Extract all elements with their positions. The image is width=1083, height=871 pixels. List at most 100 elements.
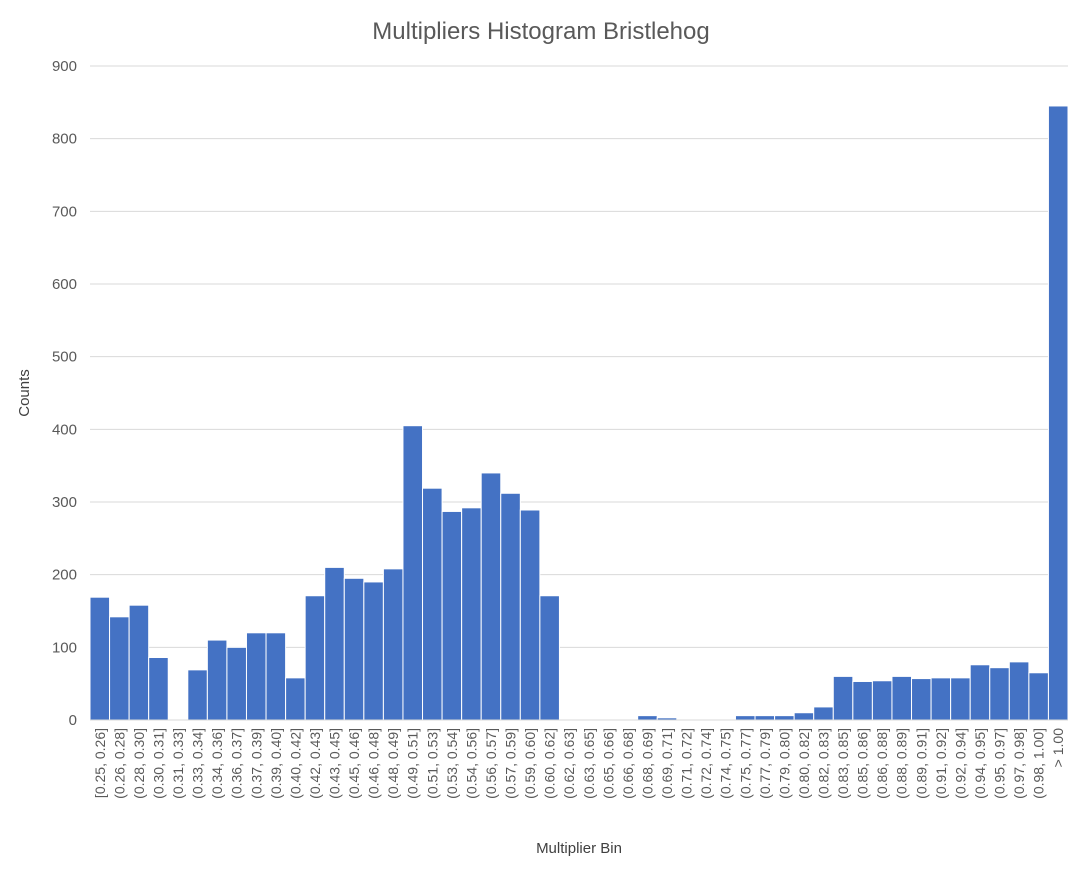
x-tick-label: (0.80, 0.82]	[796, 728, 812, 799]
bar	[461, 507, 482, 721]
x-tick-label: (0.26, 0.28]	[111, 728, 127, 799]
bar	[1028, 672, 1049, 721]
gridlines	[90, 65, 1068, 648]
bar	[852, 680, 873, 721]
bar	[480, 472, 502, 721]
bar	[950, 677, 971, 721]
chart-title: Multipliers Histogram Bristlehog	[372, 18, 709, 45]
bar	[793, 712, 815, 721]
bar	[245, 632, 267, 721]
y-axis-label: Counts	[16, 369, 33, 417]
x-tick-label: (0.45, 0.46]	[346, 728, 362, 799]
bar	[206, 639, 228, 721]
x-tick-label: (0.51, 0.53]	[424, 728, 440, 799]
x-tick-label: (0.49, 0.51]	[405, 728, 421, 799]
x-tick-label: (0.56, 0.57]	[483, 728, 499, 799]
x-tick-label: (0.69, 0.71]	[659, 728, 675, 799]
bar	[989, 667, 1010, 721]
bar	[402, 425, 424, 721]
bar	[109, 616, 130, 721]
x-tick-label: (0.94, 0.95]	[972, 728, 988, 799]
bar	[226, 646, 247, 721]
bar	[285, 677, 306, 721]
x-tick-label: (0.53, 0.54]	[444, 728, 460, 799]
bar	[1047, 105, 1069, 721]
y-tick-label: 600	[52, 276, 77, 293]
y-tick-label: 400	[52, 421, 77, 438]
x-tick-label: (0.72, 0.74]	[698, 728, 714, 799]
x-tick-label: (0.92, 0.94]	[952, 728, 968, 799]
bar	[734, 715, 756, 721]
y-axis-ticks: 0 100 200 300 400 500 600 700 800 900	[52, 58, 77, 729]
x-tick-label: (0.98, 1.00]	[1031, 728, 1047, 799]
bar	[324, 566, 345, 721]
x-tick-label: (0.54, 0.56]	[463, 728, 479, 799]
x-tick-label: (0.65, 0.66]	[600, 728, 616, 799]
x-tick-label: (0.63, 0.65]	[581, 728, 597, 799]
x-tick-label: (0.40, 0.42]	[287, 728, 303, 799]
x-tick-label: (0.88, 0.89]	[894, 728, 910, 799]
bar	[500, 492, 521, 721]
bar	[422, 487, 443, 721]
x-tick-label: (0.60, 0.62]	[542, 728, 558, 799]
bar	[363, 581, 384, 721]
bar	[891, 675, 913, 721]
x-tick-label: (0.34, 0.36]	[209, 728, 225, 799]
x-tick-label: (0.28, 0.30]	[131, 728, 147, 799]
x-tick-label: (0.75, 0.77]	[737, 728, 753, 799]
x-tick-label: (0.43, 0.45]	[327, 728, 343, 799]
bar	[969, 664, 991, 721]
x-tick-label: (0.68, 0.69]	[639, 728, 655, 799]
x-tick-label: (0.62, 0.63]	[561, 728, 577, 799]
x-tick-label: [0.25, 0.26]	[92, 728, 108, 798]
bar	[304, 595, 326, 721]
bar	[754, 715, 776, 721]
x-tick-label: (0.91, 0.92]	[933, 728, 949, 799]
bar	[187, 669, 208, 721]
bar	[832, 675, 854, 721]
bar	[774, 715, 795, 721]
x-axis-label: Multiplier Bin	[536, 840, 622, 857]
y-tick-label: 800	[52, 131, 77, 148]
bars	[89, 105, 1069, 721]
x-tick-label: (0.77, 0.79]	[757, 728, 773, 799]
x-tick-label: (0.79, 0.80]	[776, 728, 792, 799]
x-tick-label: (0.83, 0.85]	[835, 728, 851, 799]
x-tick-label: (0.48, 0.49]	[385, 728, 401, 799]
bar	[128, 604, 150, 721]
x-tick-label: > 1.00	[1050, 728, 1066, 768]
x-axis-ticks: [0.25, 0.26] (0.26, 0.28] (0.28, 0.30] (0.3…	[92, 728, 1066, 799]
bar	[637, 715, 658, 721]
bar	[89, 596, 111, 721]
x-tick-label: (0.71, 0.72]	[679, 728, 695, 799]
x-tick-label: (0.36, 0.37]	[229, 728, 245, 799]
bar	[265, 632, 287, 721]
bar	[441, 510, 463, 721]
x-tick-label: (0.95, 0.97]	[992, 728, 1008, 799]
bar	[1008, 661, 1030, 721]
x-tick-label: (0.31, 0.33]	[170, 728, 186, 799]
x-tick-label: (0.89, 0.91]	[913, 728, 929, 799]
x-tick-label: (0.30, 0.31]	[150, 728, 166, 799]
bar	[930, 677, 952, 721]
x-tick-label: (0.86, 0.88]	[874, 728, 890, 799]
x-tick-label: (0.57, 0.59]	[503, 728, 519, 799]
bar	[813, 706, 834, 721]
x-tick-label: (0.33, 0.34]	[190, 728, 206, 799]
x-tick-label: (0.97, 0.98]	[1011, 728, 1027, 799]
y-tick-label: 100	[52, 639, 77, 656]
bar	[519, 509, 541, 721]
y-tick-label: 0	[69, 712, 77, 729]
bar	[911, 678, 932, 721]
y-tick-label: 300	[52, 494, 77, 511]
x-tick-label: (0.46, 0.48]	[366, 728, 382, 799]
y-tick-label: 500	[52, 349, 77, 366]
x-tick-label: (0.39, 0.40]	[268, 728, 284, 799]
x-tick-label: (0.85, 0.86]	[855, 728, 871, 799]
bar	[382, 568, 404, 721]
bar	[148, 657, 169, 721]
x-tick-label: (0.66, 0.68]	[620, 728, 636, 799]
y-tick-label: 700	[52, 203, 77, 220]
